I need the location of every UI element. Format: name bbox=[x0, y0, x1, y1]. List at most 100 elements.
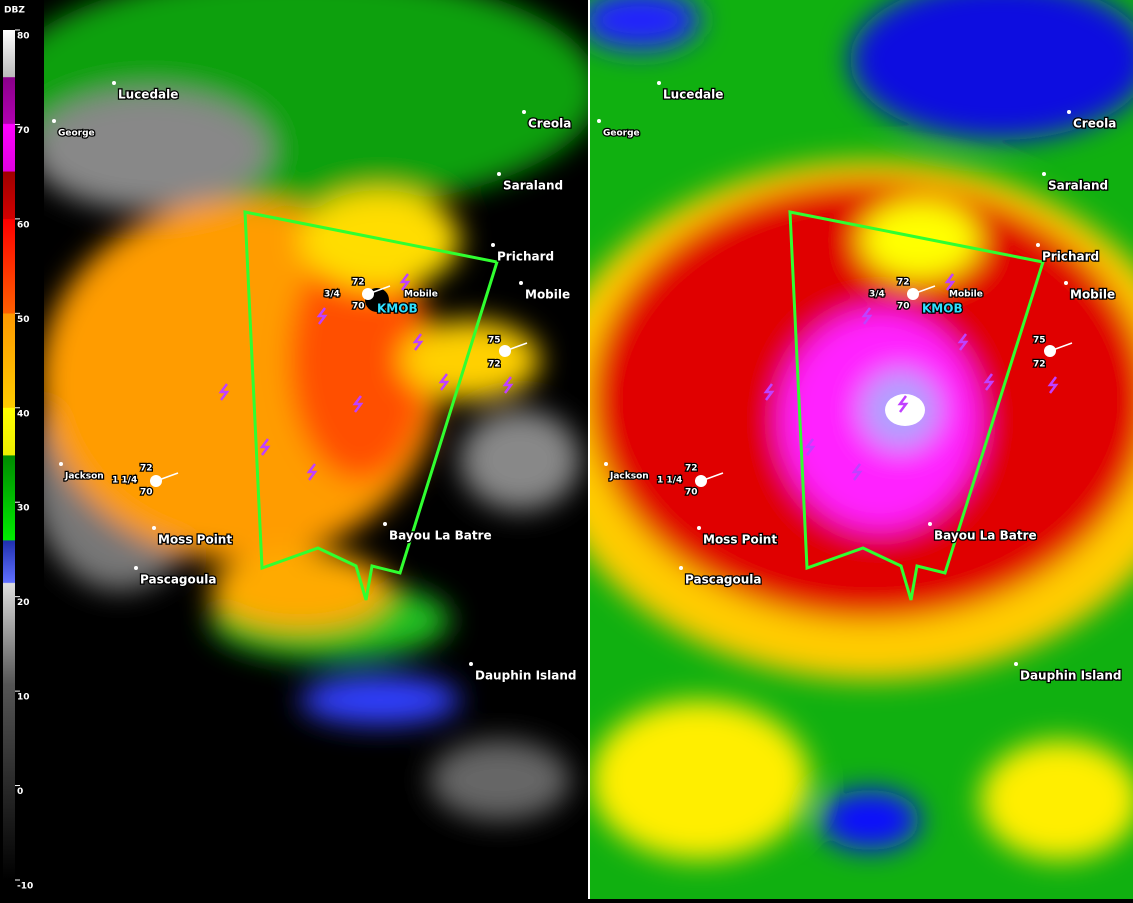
city-label: Mobile bbox=[1070, 288, 1115, 302]
city-dot bbox=[112, 81, 116, 85]
scale-label: 70 bbox=[17, 126, 30, 136]
obs-vis: 1 1/4 bbox=[657, 476, 682, 486]
lightning bbox=[259, 438, 271, 456]
lightning bbox=[502, 376, 514, 394]
scale-label: 60 bbox=[17, 220, 30, 230]
city-dot bbox=[1067, 110, 1071, 114]
obs-temp: 72 bbox=[685, 464, 698, 474]
lightning bbox=[438, 373, 450, 391]
city-dot bbox=[1036, 243, 1040, 247]
right-panel bbox=[590, 0, 1133, 899]
lightning bbox=[316, 307, 328, 325]
city-dot bbox=[928, 522, 932, 526]
lightning bbox=[352, 395, 364, 413]
city-label: Prichard bbox=[1042, 250, 1099, 264]
obs-dew: 72 bbox=[1033, 360, 1046, 370]
city-label: Saraland bbox=[503, 179, 563, 193]
city-dot bbox=[1042, 172, 1046, 176]
left-panel bbox=[44, 0, 588, 820]
city-label: Mobile bbox=[525, 288, 570, 302]
city-dot bbox=[519, 281, 523, 285]
lightning bbox=[412, 333, 424, 351]
city-label: Bayou La Batre bbox=[934, 529, 1037, 543]
city-label: Prichard bbox=[497, 250, 554, 264]
city-dot bbox=[604, 462, 608, 466]
city-dot bbox=[522, 110, 526, 114]
station-label: Mobile bbox=[404, 290, 438, 300]
lightning bbox=[804, 438, 816, 456]
wind-barb bbox=[367, 285, 391, 295]
city-dot bbox=[597, 119, 601, 123]
city-dot bbox=[134, 566, 138, 570]
radar-id: KMOB bbox=[922, 302, 963, 316]
city-dot bbox=[1014, 662, 1018, 666]
city-label: Lucedale bbox=[663, 88, 723, 102]
obs-vis: 3/4 bbox=[324, 290, 340, 300]
lightning bbox=[1047, 376, 1059, 394]
wind-barb bbox=[700, 472, 724, 482]
scale-label: 20 bbox=[17, 598, 30, 608]
city-label: Pascagoula bbox=[140, 573, 217, 587]
city-dot bbox=[52, 119, 56, 123]
city-label: Moss Point bbox=[703, 533, 777, 547]
city-label: Pascagoula bbox=[685, 573, 762, 587]
obs-dew: 70 bbox=[140, 488, 153, 498]
lightning bbox=[861, 307, 873, 325]
lightning bbox=[851, 463, 863, 481]
city-label: Creola bbox=[1073, 117, 1116, 131]
obs-temp: 72 bbox=[897, 278, 910, 288]
wind-barb bbox=[1049, 342, 1073, 352]
city-label: Saraland bbox=[1048, 179, 1108, 193]
city-label: Dauphin Island bbox=[1020, 669, 1122, 683]
city-label: George bbox=[603, 129, 640, 139]
obs-dew: 70 bbox=[352, 302, 365, 312]
lightning bbox=[306, 463, 318, 481]
lightning bbox=[399, 273, 411, 291]
scale-label: -10 bbox=[17, 882, 33, 892]
city-label: Moss Point bbox=[158, 533, 232, 547]
city-dot bbox=[657, 81, 661, 85]
station-label: Mobile bbox=[949, 290, 983, 300]
obs-temp: 75 bbox=[488, 336, 501, 346]
obs-dew: 70 bbox=[685, 488, 698, 498]
obs-vis: 1 1/4 bbox=[112, 476, 137, 486]
city-dot bbox=[697, 526, 701, 530]
wind-barb bbox=[912, 285, 936, 295]
obs-temp: 72 bbox=[352, 278, 365, 288]
radar-id: KMOB bbox=[377, 302, 418, 316]
wind-barb bbox=[155, 472, 179, 482]
scale-label: 0 bbox=[17, 787, 23, 797]
city-dot bbox=[1064, 281, 1068, 285]
scale-label: 80 bbox=[17, 32, 30, 42]
obs-dew: 70 bbox=[897, 302, 910, 312]
city-dot bbox=[152, 526, 156, 530]
city-dot bbox=[59, 462, 63, 466]
city-dot bbox=[679, 566, 683, 570]
city-dot bbox=[383, 522, 387, 526]
city-label: Creola bbox=[528, 117, 571, 131]
lightning bbox=[944, 273, 956, 291]
city-label: Lucedale bbox=[118, 88, 178, 102]
lightning bbox=[957, 333, 969, 351]
scale-label: 40 bbox=[17, 409, 30, 419]
city-dot bbox=[469, 662, 473, 666]
scale-label: 30 bbox=[17, 504, 30, 514]
obs-dew: 72 bbox=[488, 360, 501, 370]
lightning bbox=[897, 395, 909, 413]
obs-vis: 3/4 bbox=[869, 290, 885, 300]
city-dot bbox=[491, 243, 495, 247]
obs-temp: 72 bbox=[140, 464, 153, 474]
lightning bbox=[763, 383, 775, 401]
lightning bbox=[218, 383, 230, 401]
wind-barb bbox=[504, 342, 528, 352]
lightning bbox=[983, 373, 995, 391]
city-label: George bbox=[58, 129, 95, 139]
city-label: Bayou La Batre bbox=[389, 529, 492, 543]
city-label: Jackson bbox=[64, 472, 104, 482]
scale-label: 50 bbox=[17, 315, 30, 325]
legend-title: DBZ bbox=[4, 6, 25, 16]
labels: 80 70 60 50 40 30 20 10 0 -10 Lucedale George Creola… bbox=[15, 29, 1123, 893]
scale-label: 10 bbox=[17, 693, 30, 703]
color-scale bbox=[3, 30, 15, 880]
